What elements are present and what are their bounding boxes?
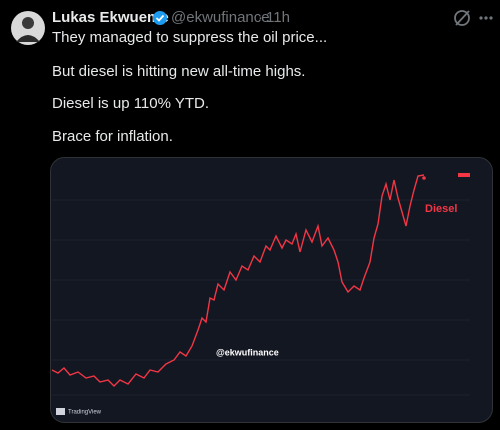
tweet-line: But diesel is hitting new all-time highs… [52, 63, 305, 80]
handle[interactable]: @ekwufinance [171, 9, 270, 26]
brand-name: TradingView [68, 410, 102, 416]
more-button[interactable] [479, 16, 493, 20]
grok-icon[interactable] [454, 10, 470, 26]
brand-logo [56, 408, 65, 415]
grok-icon-slash [455, 10, 470, 26]
last-point [422, 176, 426, 180]
tweet-line: They managed to suppress the oil price..… [52, 29, 327, 46]
media-image[interactable] [50, 157, 493, 423]
image-grid [52, 199, 470, 396]
tweet-line: Diesel is up 110% YTD. [52, 95, 209, 112]
timestamp[interactable]: 11h [266, 9, 290, 26]
price-tag [458, 173, 470, 177]
tweet-line: Brace for inflation. [52, 128, 173, 145]
watermark: @ekwufinance [216, 347, 279, 357]
avatar-body [16, 35, 40, 42]
separator: · [258, 9, 263, 26]
avatar-head [22, 17, 34, 29]
verified-check [155, 14, 165, 22]
price-line [51, 174, 425, 387]
author-name[interactable]: Lukas Ekwueme [52, 9, 169, 26]
series-label: Diesel [425, 203, 457, 215]
verified-badge [153, 11, 167, 25]
